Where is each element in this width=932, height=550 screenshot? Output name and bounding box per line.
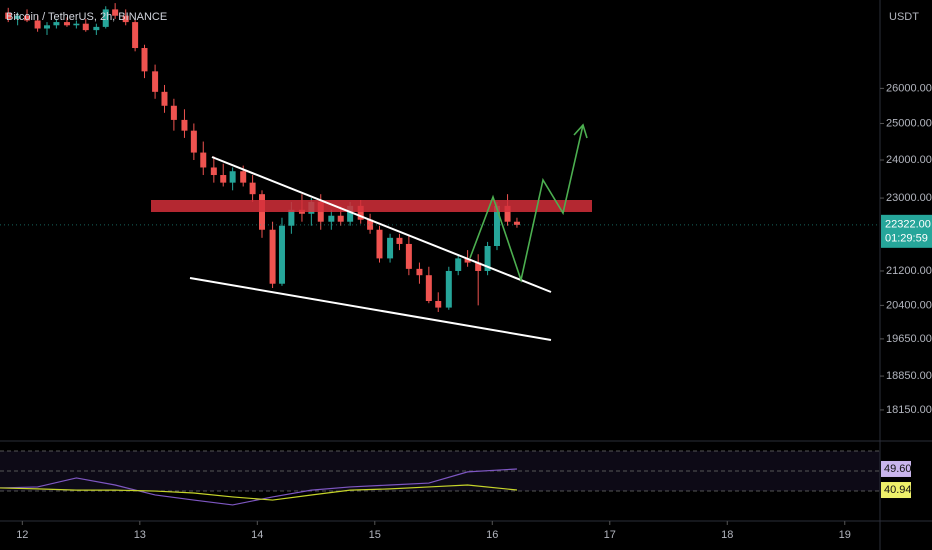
candle-body bbox=[14, 15, 21, 19]
projection-path bbox=[469, 124, 584, 283]
candle-body bbox=[210, 167, 217, 176]
y-tick-label: 23000.00 bbox=[886, 192, 932, 204]
candle-body bbox=[288, 209, 295, 226]
resistance-zone bbox=[151, 200, 592, 212]
candle-body bbox=[93, 26, 100, 31]
candle-body bbox=[387, 237, 394, 259]
candle-body bbox=[122, 15, 129, 23]
candle-body bbox=[328, 215, 335, 222]
y-tick-label: 20400.00 bbox=[886, 299, 932, 311]
x-tick-label: 16 bbox=[486, 529, 498, 541]
x-tick-label: 17 bbox=[604, 529, 616, 541]
candle-body bbox=[493, 205, 500, 247]
y-tick-label: 26000.00 bbox=[886, 82, 932, 94]
candle-body bbox=[132, 22, 139, 49]
candle-body bbox=[416, 268, 423, 276]
candle-body bbox=[249, 182, 256, 195]
candle-body bbox=[190, 130, 197, 153]
x-tick-label: 14 bbox=[251, 529, 263, 541]
candle-body bbox=[181, 119, 188, 131]
candle-body bbox=[435, 301, 442, 308]
candle-body bbox=[455, 258, 462, 271]
x-tick-label: 15 bbox=[369, 529, 381, 541]
candle-body bbox=[24, 15, 31, 21]
candle-body bbox=[43, 25, 50, 29]
candle-body bbox=[513, 221, 520, 225]
indicator-tag bbox=[881, 460, 911, 477]
candle-body bbox=[200, 152, 207, 168]
x-tick-label: 13 bbox=[134, 529, 146, 541]
y-tick-label: 18850.00 bbox=[886, 370, 932, 382]
candle-body bbox=[347, 205, 354, 222]
candle-body bbox=[152, 71, 159, 92]
rsi-band bbox=[0, 451, 880, 491]
x-tick-label: 12 bbox=[16, 529, 28, 541]
candle-body bbox=[278, 225, 285, 284]
candle-body bbox=[269, 229, 276, 284]
candle-body bbox=[475, 262, 482, 271]
candle-body bbox=[464, 258, 471, 263]
candle-body bbox=[73, 23, 80, 26]
indicator-tag-label: 40.94 bbox=[884, 484, 912, 496]
y-tick-label: 18150.00 bbox=[886, 404, 932, 416]
last-price-tag bbox=[881, 214, 932, 248]
last-price-label: 22322.00 bbox=[885, 219, 931, 231]
y-tick-label: 25000.00 bbox=[886, 117, 932, 129]
candle-body bbox=[63, 22, 70, 26]
indicator-line bbox=[0, 468, 517, 506]
y-tick-label: 19650.00 bbox=[886, 333, 932, 345]
indicator-tag bbox=[881, 482, 911, 499]
trend-line bbox=[211, 156, 552, 293]
candle-body bbox=[161, 91, 168, 106]
candle-body bbox=[445, 270, 452, 308]
candle-body bbox=[229, 171, 236, 183]
candle-body bbox=[240, 171, 247, 183]
x-tick-label: 18 bbox=[721, 529, 733, 541]
candle-body bbox=[337, 215, 344, 222]
axis-unit: USDT bbox=[889, 11, 919, 23]
candle-body bbox=[53, 22, 60, 26]
indicator-tag-label: 49.60 bbox=[884, 463, 912, 475]
candle-body bbox=[112, 9, 119, 16]
candle-body bbox=[170, 105, 177, 120]
countdown: 01:29:59 bbox=[885, 233, 928, 245]
candle-body bbox=[405, 243, 412, 269]
candle-body bbox=[504, 205, 511, 222]
candle-body bbox=[484, 246, 491, 271]
candle-body bbox=[102, 9, 109, 27]
projection-arrow bbox=[573, 123, 588, 139]
trend-line bbox=[189, 277, 552, 341]
candle-body bbox=[425, 275, 432, 302]
candle-body bbox=[5, 12, 12, 19]
candle-body bbox=[367, 219, 374, 230]
y-tick-label: 21200.00 bbox=[886, 265, 932, 277]
candle-body bbox=[82, 23, 89, 31]
candle-body bbox=[376, 229, 383, 259]
candle-body bbox=[220, 175, 227, 183]
chart-title: Bitcoin / TetherUS, 2h, BINANCE bbox=[6, 11, 167, 23]
y-tick-label: 24000.00 bbox=[886, 154, 932, 166]
candle-body bbox=[141, 48, 148, 72]
x-tick-label: 19 bbox=[839, 529, 851, 541]
indicator-line bbox=[0, 484, 518, 501]
candle-body bbox=[34, 20, 41, 29]
candle-body bbox=[357, 205, 364, 220]
candle-body bbox=[396, 237, 403, 244]
